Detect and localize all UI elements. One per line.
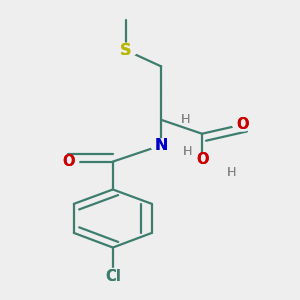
Text: H: H bbox=[181, 113, 190, 126]
Circle shape bbox=[151, 139, 172, 152]
Text: H: H bbox=[182, 145, 192, 158]
Text: H: H bbox=[181, 113, 190, 126]
Text: S: S bbox=[120, 43, 132, 58]
Circle shape bbox=[58, 155, 79, 168]
Circle shape bbox=[232, 118, 253, 131]
Circle shape bbox=[115, 43, 137, 57]
Text: H: H bbox=[182, 145, 192, 158]
Text: Cl: Cl bbox=[105, 269, 121, 284]
Text: H: H bbox=[227, 166, 236, 179]
Text: S: S bbox=[120, 43, 132, 58]
Text: N: N bbox=[154, 138, 168, 153]
Text: O: O bbox=[237, 117, 249, 132]
Text: H: H bbox=[227, 166, 236, 179]
Text: O: O bbox=[237, 117, 249, 132]
Circle shape bbox=[192, 153, 212, 166]
Circle shape bbox=[100, 268, 126, 285]
Text: O: O bbox=[196, 152, 208, 167]
Text: O: O bbox=[62, 154, 74, 169]
Text: O: O bbox=[62, 154, 74, 169]
Text: O: O bbox=[196, 152, 208, 167]
Text: N: N bbox=[154, 138, 168, 153]
Text: Cl: Cl bbox=[105, 269, 121, 284]
